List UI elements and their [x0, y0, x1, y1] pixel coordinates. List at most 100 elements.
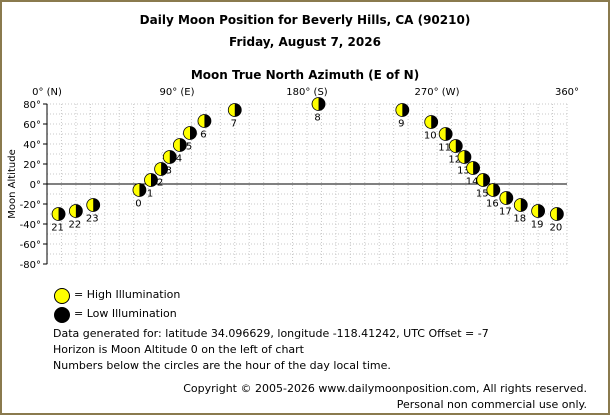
moon-shadow: [179, 138, 187, 152]
moon-shadow: [520, 198, 528, 212]
moon-point: 12: [448, 139, 463, 166]
y-tick-label: -60°: [20, 240, 41, 251]
moon-position-chart: 80° 60° 40° 20° 0° -20° -40° -60° -80° 0° (N) 90° …: [7, 87, 579, 271]
moon-shadow: [455, 139, 463, 153]
moon-point: 11: [438, 127, 453, 154]
moon-shadow: [506, 191, 513, 205]
moon-point: 3: [162, 150, 177, 177]
x-tick-label: 360°: [555, 87, 579, 98]
y-tick-label: -80°: [20, 260, 41, 271]
footer-horizon-line: Horizon is Moon Altitude 0 on the left o…: [53, 343, 304, 356]
personal-use-text: Personal non commercial use only.: [396, 398, 587, 411]
moon-shadow: [483, 173, 490, 187]
moon-point: 19: [531, 204, 546, 231]
x-tick-label: 270° (W): [415, 87, 460, 98]
footer-hours-line: Numbers below the circles are the hour o…: [53, 359, 391, 372]
chart-title: Daily Moon Position for Beverly Hills, C…: [139, 13, 471, 27]
moon-shadow: [431, 115, 438, 129]
moon-point: 18: [513, 198, 528, 225]
hour-label: 12: [448, 155, 461, 166]
hour-label: 7: [231, 119, 237, 130]
moon-point: 22: [69, 204, 83, 231]
moon-point: 8: [311, 97, 326, 124]
hour-label: 11: [438, 143, 451, 154]
moon-point: 13: [457, 150, 472, 177]
y-tick-label: 20°: [23, 160, 41, 171]
moon-point: 14: [466, 161, 481, 188]
moon-shadow: [464, 150, 471, 164]
legend-high-label: = High Illumination: [74, 288, 181, 301]
moon-shadow: [538, 204, 545, 218]
hour-label: 19: [531, 220, 544, 231]
x-tick-label: 180° (S): [286, 87, 328, 98]
hour-label: 4: [176, 154, 182, 165]
moon-point: 1: [144, 173, 158, 200]
moon-point: 15: [476, 173, 491, 200]
hour-label: 23: [86, 214, 99, 225]
y-tick-label: -40°: [20, 220, 41, 231]
moon-shadow: [402, 103, 409, 117]
moon-point: 17: [499, 191, 514, 218]
hour-label: 13: [457, 166, 470, 177]
x-axis-title: Moon True North Azimuth (E of N): [190, 68, 420, 82]
moon-shadow: [93, 198, 100, 212]
chart-date: Friday, August 7, 2026: [229, 35, 381, 49]
hour-label: 17: [499, 207, 512, 218]
moon-shadow: [139, 183, 146, 197]
moon-shadow: [445, 127, 453, 141]
x-tick-label: 0° (N): [32, 87, 62, 98]
moon-point: 0: [132, 183, 147, 210]
moon-point: 20: [550, 207, 564, 234]
moon-shadow: [204, 114, 211, 128]
hour-label: 16: [486, 199, 499, 210]
hour-label: 14: [466, 177, 479, 188]
hour-label: 6: [200, 130, 206, 141]
moon-shadow: [473, 161, 480, 175]
moon-point: 2: [154, 162, 169, 189]
moon-point: 7: [227, 103, 242, 130]
moon-point: 21: [51, 207, 66, 234]
hour-label: 8: [314, 113, 320, 124]
moon-shadow: [318, 97, 326, 111]
y-tick-label: -20°: [20, 200, 41, 211]
copyright-text: Copyright © 2005-2026 www.dailymoonposit…: [183, 382, 587, 395]
hour-label: 5: [186, 142, 192, 153]
hour-label: 0: [135, 199, 141, 210]
moon-shadow: [190, 126, 197, 140]
y-axis-title: Moon Altitude: [7, 149, 18, 218]
hour-label: 22: [69, 220, 82, 231]
y-tick-label: 40°: [23, 140, 41, 151]
hour-label: 15: [476, 189, 489, 200]
hour-label: 9: [398, 119, 404, 130]
legend-low-label: = Low Illumination: [74, 307, 177, 320]
high-illumination-legend-icon: [54, 288, 70, 304]
moon-shadow: [75, 204, 83, 218]
y-tick-label: 0°: [30, 180, 41, 191]
moon-shadow: [161, 162, 168, 176]
hour-label: 1: [147, 189, 153, 200]
moon-point: 9: [395, 103, 410, 130]
moon-shadow: [234, 103, 242, 117]
y-tick-label: 80°: [23, 100, 41, 111]
moon-shadow: [169, 150, 177, 164]
footer-data-line: Data generated for: latitude 34.096629, …: [53, 327, 489, 340]
moon-point: 23: [86, 198, 101, 225]
x-tick-label: 90° (E): [159, 87, 194, 98]
y-tick-label: 60°: [23, 120, 41, 131]
moon-shadow: [556, 207, 564, 221]
moon-point: 5: [183, 126, 197, 153]
moon-point: 4: [172, 138, 187, 165]
hour-label: 18: [513, 214, 526, 225]
moon-shadow: [493, 183, 500, 197]
hour-label: 21: [51, 223, 64, 234]
hour-label: 2: [157, 178, 163, 189]
moon-shadow: [151, 173, 158, 187]
moon-point: 16: [486, 183, 501, 210]
low-illumination-legend-icon: [54, 307, 70, 323]
moon-shadow: [58, 207, 66, 221]
hour-label: 10: [424, 131, 437, 142]
hour-label: 20: [550, 223, 563, 234]
hour-label: 3: [166, 166, 172, 177]
moon-point: 6: [197, 114, 212, 141]
